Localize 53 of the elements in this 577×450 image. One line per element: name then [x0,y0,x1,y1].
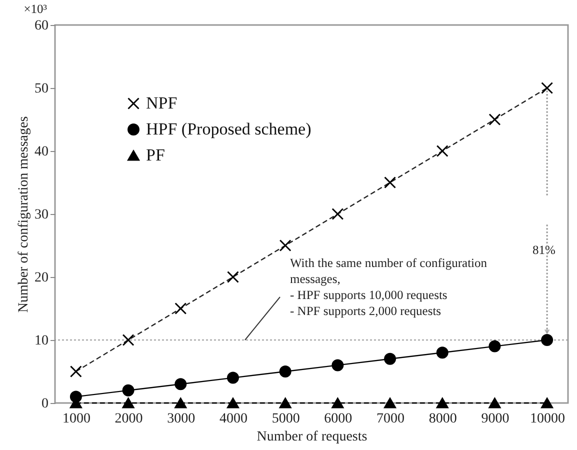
point [226,398,239,408]
text: ×10³ [24,2,48,16]
point [174,398,187,408]
point [488,340,501,352]
point [226,372,239,384]
point [436,346,448,359]
y-axis-title: Number of configuration messages [16,116,32,313]
point [332,208,344,220]
x-tick-label: 8000 [428,412,457,426]
point [122,334,134,346]
point [279,398,292,408]
legend-label: PF [146,146,165,164]
point [332,359,344,372]
legend-label: NPF [146,94,178,112]
y-tick-label: 50 [34,82,48,96]
y-tick-label: 10 [34,334,48,348]
x-tick-label: 6000 [324,412,352,426]
point [488,398,501,408]
legend-label: HPF (Proposed scheme) [146,120,312,138]
point [332,398,344,408]
y-tick-label: 40 [34,144,48,160]
point [541,334,554,346]
x-tick-label: 3000 [167,412,196,426]
x-tick-label: 9000 [481,412,510,426]
x-axis-title: Number of requests [256,430,368,444]
point [279,240,292,252]
point [384,398,396,408]
y-tick-label: 20 [34,270,48,286]
point [436,398,448,408]
x-tick-label: 1000 [62,412,90,426]
point [384,352,396,365]
x-tick-label: 10000 [530,412,566,426]
annotation: 81% [532,243,556,257]
point [436,145,448,157]
point [279,366,292,378]
x-tick-label: 7000 [376,412,405,426]
point [541,398,554,408]
x-tick-label: 4000 [219,412,248,426]
point [541,82,554,94]
x-tick-label: 5000 [272,412,300,426]
point [122,398,134,408]
point [488,114,501,126]
point [174,378,187,390]
point [174,302,187,314]
y-tick-label: 0 [42,396,48,412]
annotation: With the same number of configuration messages, - HPF supports 10,000 requests - NPF supports 2,000 requests [290,256,488,318]
point [122,384,134,396]
x-tick-label: 2000 [114,412,143,426]
point [384,176,396,188]
y-tick-label: 30 [34,208,48,222]
point [226,271,239,283]
y-tick-label: 60 [34,18,48,34]
point [70,366,82,378]
